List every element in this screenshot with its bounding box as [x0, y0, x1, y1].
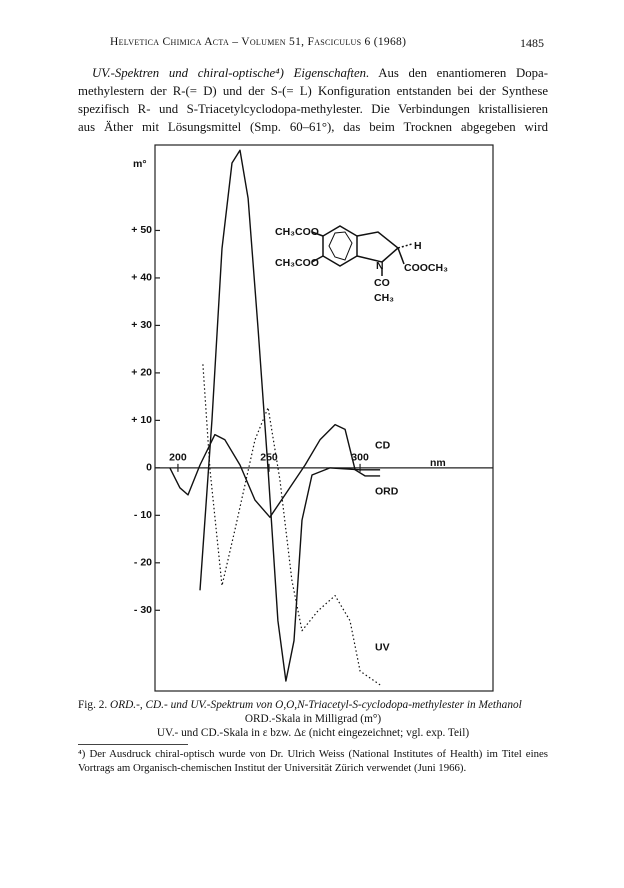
inner-ring — [328, 231, 353, 261]
y-tick-label: 0 — [146, 462, 152, 474]
text-line: methylestern der R-(= D) und der S-(= L)… — [78, 84, 548, 98]
substituent: CO — [374, 277, 390, 289]
footnote: ⁴) Der Ausdruck chiral-optisch wurde von… — [78, 748, 548, 775]
pyrroline-ring — [356, 231, 400, 263]
substituent: CH₃ — [374, 292, 394, 304]
footnote-text: Der Ausdruck chiral-optisch wurde von Dr… — [78, 748, 548, 774]
caption-title: ORD.-, CD.- und UV.-Spektrum von O,O,N-T… — [110, 699, 522, 711]
curve — [199, 149, 381, 682]
atom: H — [414, 240, 422, 252]
curve-label: UV — [375, 642, 390, 654]
substituent: CH₃COO — [275, 226, 319, 238]
running-header: Helvetica Chimica Acta – Volumen 51, Fas… — [110, 36, 407, 48]
text-line: UV.-Spektren und chiral-optische⁴) Eigen… — [78, 64, 548, 82]
bond — [397, 243, 413, 249]
atom: N — [376, 260, 384, 272]
text-line: aus Äther mit Lösungsmittel (Smp. 60–61°… — [78, 120, 548, 134]
bond — [311, 231, 324, 237]
x-tick-label: 250 — [260, 452, 278, 464]
frame — [154, 144, 494, 692]
paragraph: UV.-Spektren und chiral-optische⁴) Eigen… — [78, 64, 548, 136]
y-tick-label: - 20 — [134, 557, 152, 569]
y-tick-label: + 30 — [131, 319, 152, 331]
y-tick-label: + 40 — [131, 272, 152, 284]
substituent: COOCH₃ — [404, 262, 448, 274]
caption-line: ORD.-Skala in Milligrad (m°) — [244, 713, 382, 725]
caption-line: Fig. 2. ORD.-, CD.- und UV.-Spektrum von… — [78, 698, 548, 712]
structure — [311, 225, 413, 276]
text-line: spezifisch R- und S-Triacetylcyclodopa-m… — [78, 102, 548, 116]
x-tick-label: 200 — [169, 452, 187, 464]
y-tick-label: + 50 — [131, 224, 152, 236]
y-tick-label: - 30 — [134, 604, 152, 616]
lead: UV.-Spektren und chiral-optische⁴) Eigen… — [92, 66, 370, 80]
curve-label: ORD — [375, 486, 399, 498]
bond — [397, 247, 405, 265]
x-tick-label: 300 — [351, 452, 369, 464]
caption-line: UV.- und CD.-Skala in ε bzw. Δε (nicht e… — [156, 727, 470, 739]
y-tick-label: + 10 — [131, 414, 152, 426]
y-tick-label: + 20 — [131, 367, 152, 379]
curve — [169, 423, 381, 518]
y-unit: m° — [133, 158, 147, 170]
x-unit: nm — [430, 457, 446, 469]
caption: Fig. 2. ORD.-, CD.- und UV.-Spektrum von… — [78, 698, 548, 740]
caption-lead: Fig. 2. — [78, 699, 108, 711]
bond — [311, 255, 324, 263]
y-tick-label: - 10 — [134, 509, 152, 521]
page-number: 1485 — [520, 36, 544, 50]
substituent: CH₃COO — [275, 257, 319, 269]
text: Aus den enantiomeren Dopa- — [378, 66, 548, 80]
curve-label: CD — [375, 440, 391, 452]
curve — [202, 364, 383, 687]
footnote-rule — [78, 744, 188, 745]
footnote-mark: ⁴) — [78, 748, 86, 760]
